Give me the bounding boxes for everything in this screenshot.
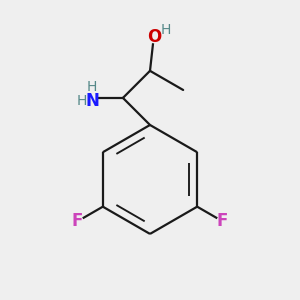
Text: H: H bbox=[87, 80, 97, 94]
Text: H: H bbox=[161, 22, 171, 37]
Text: O: O bbox=[147, 28, 161, 46]
Text: F: F bbox=[72, 212, 83, 230]
Text: H: H bbox=[77, 94, 88, 108]
Text: N: N bbox=[85, 92, 99, 110]
Text: F: F bbox=[217, 212, 228, 230]
